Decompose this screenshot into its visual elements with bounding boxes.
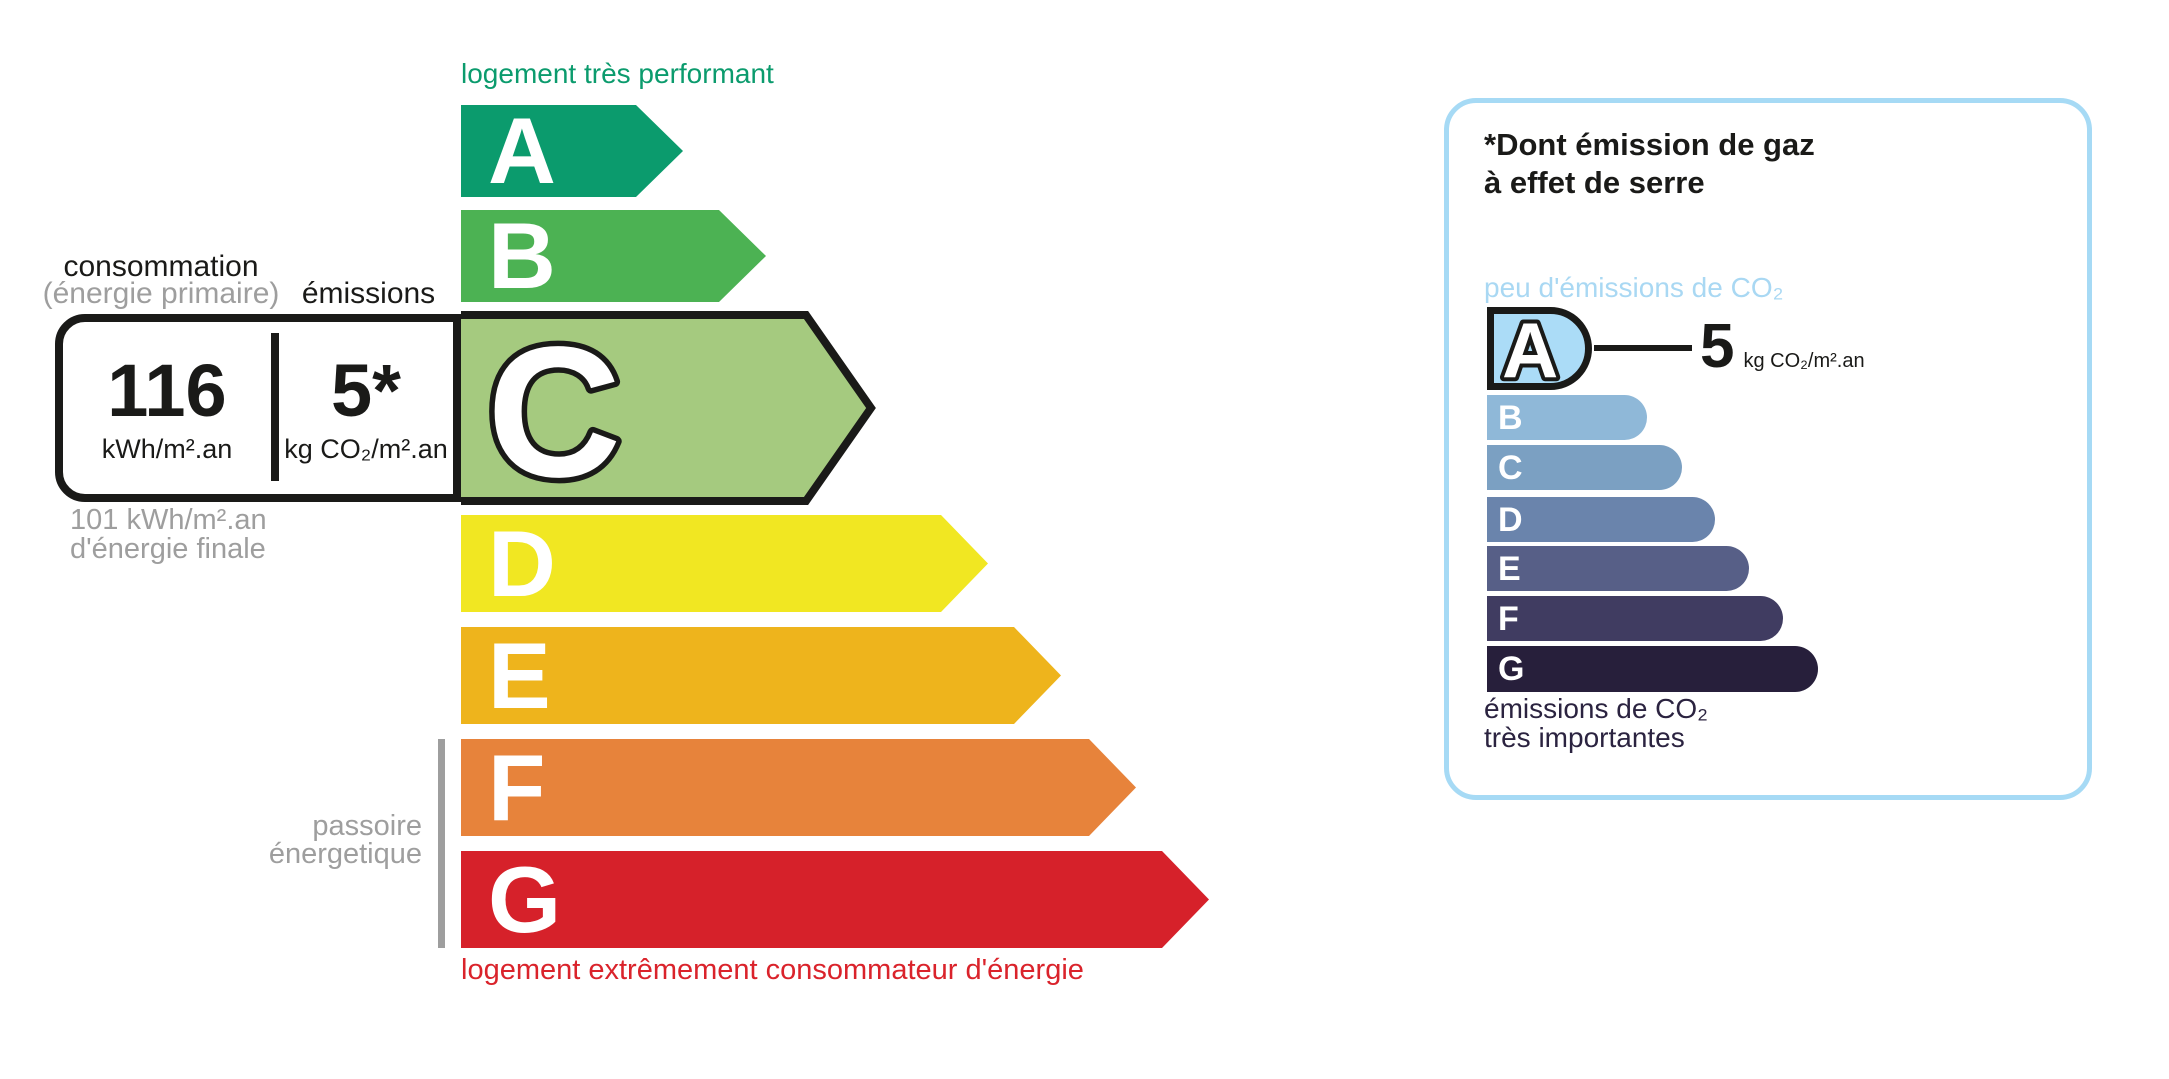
values-box: 116 kWh/m².an 5* kg CO₂/m².an xyxy=(55,314,461,502)
final-energy-line2: d'énergie finale xyxy=(70,533,266,565)
co2-grade-a-letter-svg: A xyxy=(1498,314,1562,383)
co2-grade-g-letter: G xyxy=(1498,650,1525,688)
co2-panel-title: *Dont émission de gaz à effet de serre xyxy=(1484,126,1815,202)
consumption-cell: 116 kWh/m².an xyxy=(63,322,271,494)
energy-grade-b-arrow: B xyxy=(461,210,766,302)
co2-value-unit: kg CO₂/m².an xyxy=(1743,350,1865,372)
primary-energy-subheader: (énergie primaire) xyxy=(42,277,280,310)
consumption-unit: kWh/m².an xyxy=(101,433,233,464)
co2-grade-a-letter: A xyxy=(1502,314,1558,383)
co2-high-line1: émissions de CO₂ xyxy=(1484,693,1709,724)
energy-grade-d-letter: D xyxy=(488,510,556,616)
energy-grade-f-arrow: F xyxy=(461,739,1136,836)
energy-sieve-line2: énergetique xyxy=(268,838,422,870)
energy-grade-g-arrow: G xyxy=(461,851,1209,948)
energy-grade-b-letter: B xyxy=(488,203,556,308)
energy-grade-a-letter: A xyxy=(488,98,556,203)
co2-grade-f-letter: F xyxy=(1498,599,1519,638)
energy-grade-f-letter: F xyxy=(488,734,546,840)
co2-high-line2: très importantes xyxy=(1484,722,1685,753)
co2-grade-e-letter: E xyxy=(1498,549,1521,588)
co2-high-label: émissions de CO₂ très importantes xyxy=(1484,694,1708,752)
final-energy-line1: 101 kWh/m².an xyxy=(70,504,267,536)
energy-sieve-label: passoire énergetique xyxy=(222,810,422,870)
co2-grade-b-letter: B xyxy=(1498,398,1523,437)
energy-sieve-line1: passoire xyxy=(312,810,422,842)
emissions-unit: kg CO₂/m².an xyxy=(284,433,448,464)
emissions-header: émissions xyxy=(301,277,436,310)
energy-grade-c-arrow-selected: C xyxy=(461,311,876,505)
energy-grade-e-letter: E xyxy=(488,622,551,728)
co2-grade-g-bar: G xyxy=(1487,646,1818,692)
co2-grade-c-bar: C xyxy=(1487,445,1682,490)
co2-title-line1: *Dont émission de gaz xyxy=(1484,127,1815,162)
final-energy-note: 101 kWh/m².an d'énergie finale xyxy=(70,506,267,564)
best-performance-label: logement très performant xyxy=(461,58,774,89)
co2-grade-a-badge-selected: A xyxy=(1487,307,1592,390)
co2-value-row: 5 kg CO₂/m².an xyxy=(1700,316,1865,378)
values-divider xyxy=(271,333,279,481)
co2-low-label: peu d'émissions de CO₂ xyxy=(1484,272,1784,303)
energy-grade-g-letter: G xyxy=(488,846,562,952)
energy-grade-e-arrow: E xyxy=(461,627,1061,724)
energy-grade-c-letter: C xyxy=(487,311,621,505)
co2-value-connector-line xyxy=(1594,345,1692,351)
co2-grade-d-letter: D xyxy=(1498,500,1523,539)
emissions-cell: 5* kg CO₂/m².an xyxy=(279,322,453,494)
worst-performance-label: logement extrêmement consommateur d'éner… xyxy=(461,954,1084,986)
co2-grade-b-bar: B xyxy=(1487,395,1647,440)
co2-grade-d-bar: D xyxy=(1487,497,1715,542)
energy-grade-a-arrow: A xyxy=(461,105,683,197)
consumption-header: consommation xyxy=(63,250,259,283)
energy-grade-c-shape xyxy=(461,311,876,505)
energy-grade-d-arrow: D xyxy=(461,515,988,612)
co2-grade-c-letter: C xyxy=(1498,448,1523,487)
energy-sieve-bracket xyxy=(438,739,445,948)
emissions-value: 5* xyxy=(331,348,401,432)
co2-value: 5 xyxy=(1700,312,1735,381)
co2-grade-e-bar: E xyxy=(1487,546,1749,591)
co2-grade-f-bar: F xyxy=(1487,596,1783,641)
co2-title-line2: à effet de serre xyxy=(1484,165,1705,200)
consumption-value: 116 xyxy=(107,348,227,432)
